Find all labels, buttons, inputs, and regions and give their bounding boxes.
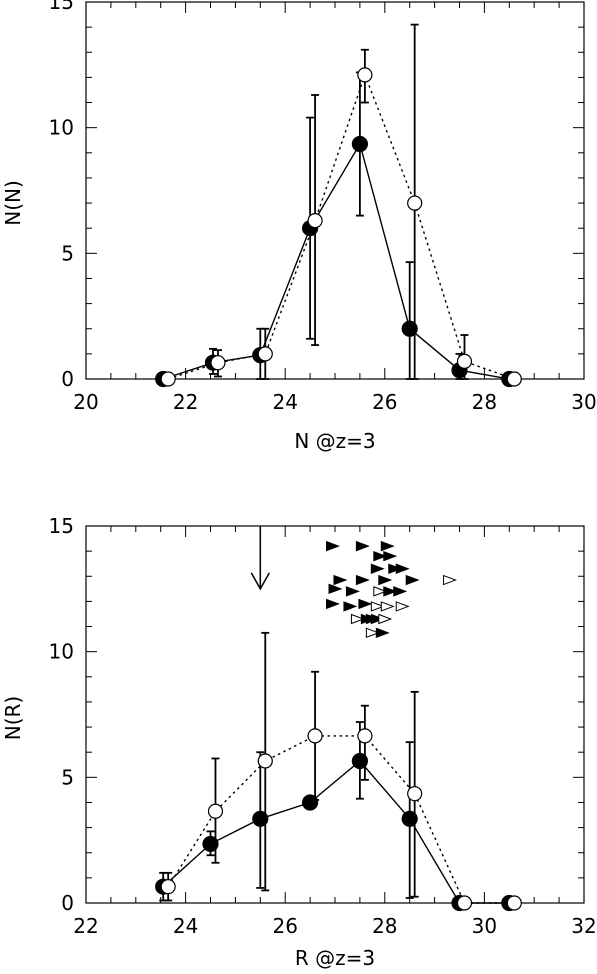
y-tick-label: 0	[61, 891, 74, 915]
y-tick-label: 15	[49, 0, 74, 14]
data-point-open	[456, 895, 473, 911]
x-axis-label: N @z=3	[294, 429, 375, 453]
triangle-marker-open	[373, 586, 388, 597]
x-tick-label: 28	[372, 914, 397, 938]
triangle-marker-filled	[326, 540, 340, 552]
y-tick-label: 5	[61, 765, 74, 789]
x-tick-label: 30	[472, 914, 497, 938]
data-point-open	[407, 786, 423, 802]
arrow-head	[250, 572, 270, 591]
triangle-marker-filled	[383, 586, 398, 597]
series-line-filled	[162, 142, 510, 380]
triangle-marker-filled	[326, 598, 340, 610]
y-tick-label: 15	[49, 514, 74, 538]
data-point-open	[407, 195, 423, 211]
data-point-filled	[202, 835, 219, 853]
y-tick-label: 5	[61, 241, 74, 265]
triangle-marker-open	[370, 601, 385, 612]
triangle-marker-filled	[355, 540, 370, 552]
x-tick-label: 24	[272, 390, 297, 414]
data-point-open	[257, 753, 273, 769]
series-line-filled	[162, 760, 510, 904]
data-point-open	[307, 213, 323, 229]
x-tick-label: 30	[571, 390, 596, 414]
triangle-marker-filled	[355, 574, 370, 586]
data-point-open	[456, 353, 473, 370]
x-tick-label: 22	[173, 390, 198, 414]
data-point-open	[307, 728, 323, 744]
y-tick-label: 0	[61, 367, 74, 391]
x-tick-label: 28	[472, 390, 497, 414]
data-point-open	[506, 895, 522, 911]
panel-top: N @z=3 N(N) 20 22 24 26 28 30 0 5 10 15	[1, 0, 597, 453]
triangle-marker-filled	[405, 574, 420, 586]
plot-frame	[85, 1, 585, 380]
x-tick-label: 32	[571, 914, 596, 938]
data-point-filled	[401, 320, 418, 337]
triangle-marker-open	[378, 613, 393, 625]
x-tick-label: 26	[372, 390, 397, 414]
triangle-marker-filled	[395, 563, 410, 574]
y-axis-label: N(R)	[1, 696, 25, 740]
triangle-marker-filled	[383, 550, 398, 562]
triangle-marker-filled	[375, 627, 390, 639]
triangle-marker-filled	[378, 574, 393, 586]
x-tick-label: 24	[173, 914, 198, 938]
panel-bottom: R @z=3 N(R) 22 24 26 28 30 32 0 5 10 15	[1, 514, 597, 970]
data-point-open	[506, 371, 522, 387]
triangle-marker-open	[365, 627, 380, 639]
triangle-marker-filled	[370, 563, 385, 574]
x-tick-label: 20	[73, 390, 98, 414]
x-axis-label: R @z=3	[295, 946, 375, 970]
y-tick-label: 10	[49, 116, 74, 140]
y-axis-label: N(N)	[1, 180, 25, 226]
triangle-marker-filled	[380, 540, 395, 552]
triangle-marker-open	[443, 574, 457, 586]
y-tick-label: 10	[49, 640, 74, 664]
data-point-open	[160, 879, 176, 895]
data-point-open	[257, 346, 273, 362]
data-point-filled	[302, 794, 319, 811]
series-line-open	[167, 72, 515, 380]
triangle-marker-open	[350, 613, 365, 625]
triangle-marker-filled	[328, 583, 343, 595]
x-tick-label: 26	[272, 914, 297, 938]
triangle-marker-open	[380, 601, 395, 612]
data-point-open	[210, 355, 226, 371]
triangle-marker-filled	[388, 563, 403, 574]
data-point-filled	[351, 135, 368, 153]
data-point-open	[357, 67, 373, 83]
data-point-filled	[252, 810, 269, 827]
triangle-marker-filled	[333, 574, 348, 586]
data-point-open	[160, 371, 176, 387]
triangle-marker-filled	[345, 586, 360, 597]
triangle-marker-open	[395, 601, 410, 612]
data-point-open	[207, 803, 224, 819]
triangle-marker-filled	[358, 598, 373, 610]
x-tick-label: 22	[73, 914, 98, 938]
triangle-marker-filled	[393, 586, 408, 597]
data-point-filled	[351, 752, 368, 770]
data-point-filled	[401, 810, 418, 827]
triangle-marker-filled	[343, 601, 358, 612]
series-line-open	[167, 735, 515, 904]
data-point-open	[357, 728, 373, 744]
triangle-marker-filled	[373, 550, 388, 562]
triangle-marker-filled	[370, 613, 385, 625]
